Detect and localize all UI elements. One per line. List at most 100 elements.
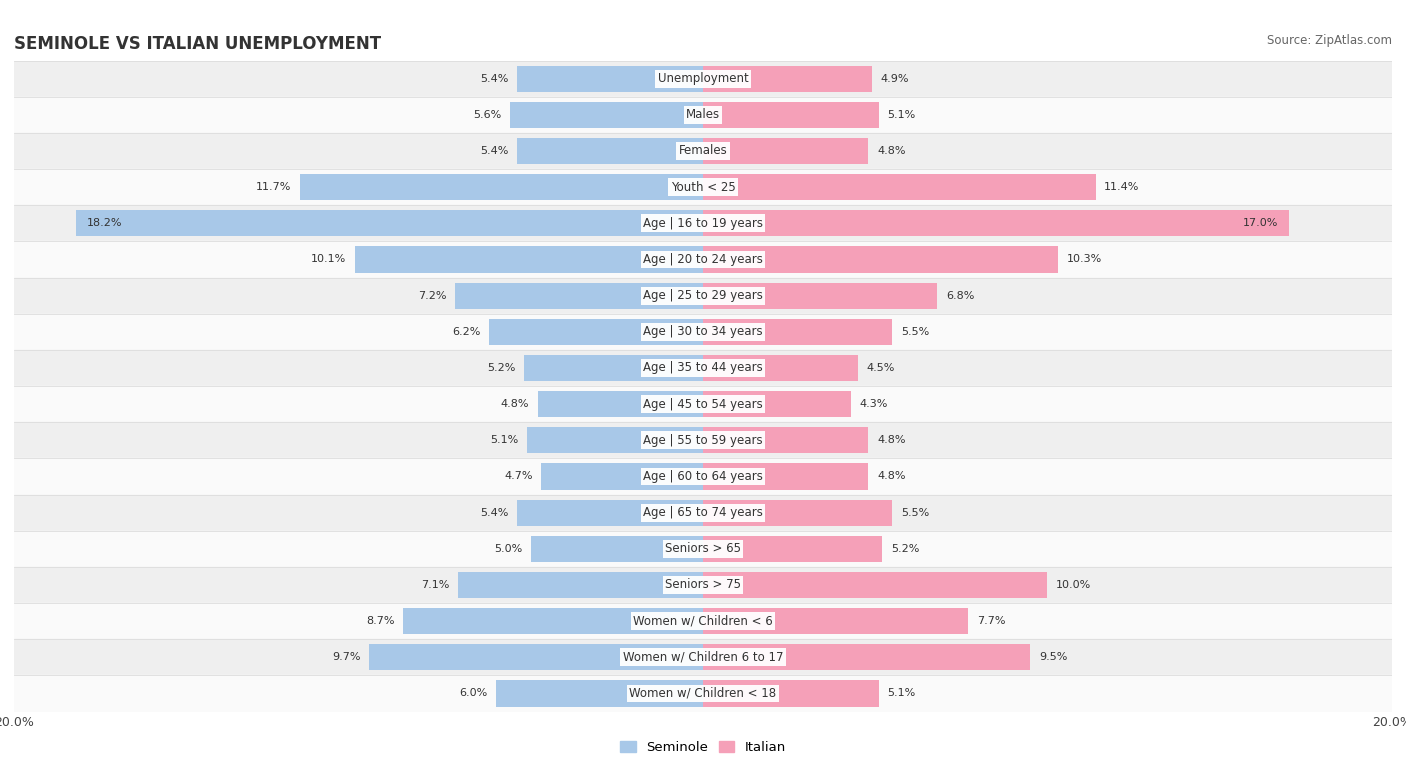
- Bar: [14, 531, 1392, 567]
- Text: 5.4%: 5.4%: [479, 146, 509, 156]
- Bar: [14, 386, 1392, 422]
- Text: 4.8%: 4.8%: [501, 399, 529, 409]
- Text: 10.0%: 10.0%: [1056, 580, 1091, 590]
- Text: 11.7%: 11.7%: [256, 182, 291, 192]
- Text: Age | 35 to 44 years: Age | 35 to 44 years: [643, 362, 763, 375]
- Text: Males: Males: [686, 108, 720, 121]
- Bar: [14, 639, 1392, 675]
- Text: 4.5%: 4.5%: [866, 363, 896, 373]
- Text: 5.0%: 5.0%: [494, 544, 522, 554]
- Bar: [76, 210, 703, 236]
- Bar: [517, 500, 703, 525]
- Bar: [703, 138, 869, 164]
- Text: 17.0%: 17.0%: [1243, 218, 1278, 229]
- Bar: [14, 459, 1392, 494]
- Bar: [524, 355, 703, 381]
- Bar: [368, 644, 703, 671]
- Text: Age | 25 to 29 years: Age | 25 to 29 years: [643, 289, 763, 302]
- Text: Females: Females: [679, 145, 727, 157]
- Bar: [541, 463, 703, 490]
- Text: Age | 65 to 74 years: Age | 65 to 74 years: [643, 506, 763, 519]
- Text: Unemployment: Unemployment: [658, 72, 748, 85]
- Text: 5.4%: 5.4%: [479, 508, 509, 518]
- Text: 4.8%: 4.8%: [877, 472, 905, 481]
- Bar: [356, 247, 703, 273]
- Text: Age | 55 to 59 years: Age | 55 to 59 years: [643, 434, 763, 447]
- Text: Seniors > 65: Seniors > 65: [665, 542, 741, 556]
- Text: Source: ZipAtlas.com: Source: ZipAtlas.com: [1267, 34, 1392, 47]
- Bar: [14, 97, 1392, 133]
- Text: 9.7%: 9.7%: [332, 653, 360, 662]
- Text: 6.0%: 6.0%: [460, 689, 488, 699]
- Bar: [517, 138, 703, 164]
- Text: 6.8%: 6.8%: [946, 291, 974, 301]
- Bar: [14, 603, 1392, 639]
- Text: Women w/ Children < 6: Women w/ Children < 6: [633, 615, 773, 628]
- Bar: [14, 567, 1392, 603]
- Text: 4.9%: 4.9%: [880, 73, 908, 83]
- Bar: [404, 608, 703, 634]
- Bar: [14, 205, 1392, 241]
- Bar: [14, 422, 1392, 459]
- Text: Age | 16 to 19 years: Age | 16 to 19 years: [643, 217, 763, 230]
- Bar: [703, 101, 879, 128]
- Bar: [299, 174, 703, 200]
- Bar: [703, 644, 1031, 671]
- Text: 5.2%: 5.2%: [486, 363, 515, 373]
- Bar: [531, 536, 703, 562]
- Bar: [14, 350, 1392, 386]
- Bar: [703, 427, 869, 453]
- Bar: [703, 391, 851, 417]
- Bar: [14, 241, 1392, 278]
- Text: SEMINOLE VS ITALIAN UNEMPLOYMENT: SEMINOLE VS ITALIAN UNEMPLOYMENT: [14, 36, 381, 54]
- Text: 4.8%: 4.8%: [877, 146, 905, 156]
- Text: 18.2%: 18.2%: [86, 218, 122, 229]
- Text: 5.2%: 5.2%: [891, 544, 920, 554]
- Bar: [703, 608, 969, 634]
- Text: 5.1%: 5.1%: [491, 435, 519, 445]
- Text: 9.5%: 9.5%: [1039, 653, 1067, 662]
- Bar: [703, 66, 872, 92]
- Text: 7.2%: 7.2%: [418, 291, 446, 301]
- Bar: [14, 494, 1392, 531]
- Text: 4.3%: 4.3%: [859, 399, 889, 409]
- Text: 7.1%: 7.1%: [422, 580, 450, 590]
- Text: 8.7%: 8.7%: [366, 616, 395, 626]
- Bar: [703, 500, 893, 525]
- Text: 5.4%: 5.4%: [479, 73, 509, 83]
- Text: 5.5%: 5.5%: [901, 508, 929, 518]
- Bar: [14, 61, 1392, 97]
- Bar: [703, 536, 882, 562]
- Bar: [537, 391, 703, 417]
- Bar: [703, 572, 1047, 598]
- Text: Seniors > 75: Seniors > 75: [665, 578, 741, 591]
- Text: 5.6%: 5.6%: [474, 110, 502, 120]
- Bar: [703, 210, 1289, 236]
- Bar: [456, 282, 703, 309]
- Text: Women w/ Children < 18: Women w/ Children < 18: [630, 687, 776, 700]
- Bar: [527, 427, 703, 453]
- Bar: [14, 675, 1392, 712]
- Bar: [14, 313, 1392, 350]
- Bar: [703, 463, 869, 490]
- Text: 11.4%: 11.4%: [1104, 182, 1140, 192]
- Text: 7.7%: 7.7%: [977, 616, 1005, 626]
- Text: 4.8%: 4.8%: [877, 435, 905, 445]
- Text: 6.2%: 6.2%: [453, 327, 481, 337]
- Text: 5.1%: 5.1%: [887, 110, 915, 120]
- Text: 10.3%: 10.3%: [1066, 254, 1102, 264]
- Bar: [510, 101, 703, 128]
- Legend: Seminole, Italian: Seminole, Italian: [620, 741, 786, 754]
- Text: Age | 60 to 64 years: Age | 60 to 64 years: [643, 470, 763, 483]
- Bar: [517, 66, 703, 92]
- Text: Age | 45 to 54 years: Age | 45 to 54 years: [643, 397, 763, 410]
- Bar: [458, 572, 703, 598]
- Bar: [496, 681, 703, 706]
- Bar: [703, 174, 1095, 200]
- Bar: [703, 282, 938, 309]
- Text: Age | 20 to 24 years: Age | 20 to 24 years: [643, 253, 763, 266]
- Text: 4.7%: 4.7%: [503, 472, 533, 481]
- Text: Age | 30 to 34 years: Age | 30 to 34 years: [643, 326, 763, 338]
- Bar: [703, 319, 893, 345]
- Bar: [703, 355, 858, 381]
